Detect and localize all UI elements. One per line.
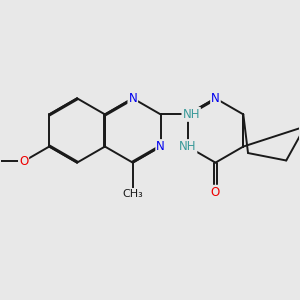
Text: N: N [211,92,220,105]
Text: N: N [156,140,165,153]
Text: O: O [19,155,28,168]
Text: NH: NH [179,140,196,153]
Text: N: N [128,92,137,105]
Text: O: O [211,186,220,199]
Text: CH₃: CH₃ [122,189,143,199]
Text: NH: NH [182,108,200,121]
